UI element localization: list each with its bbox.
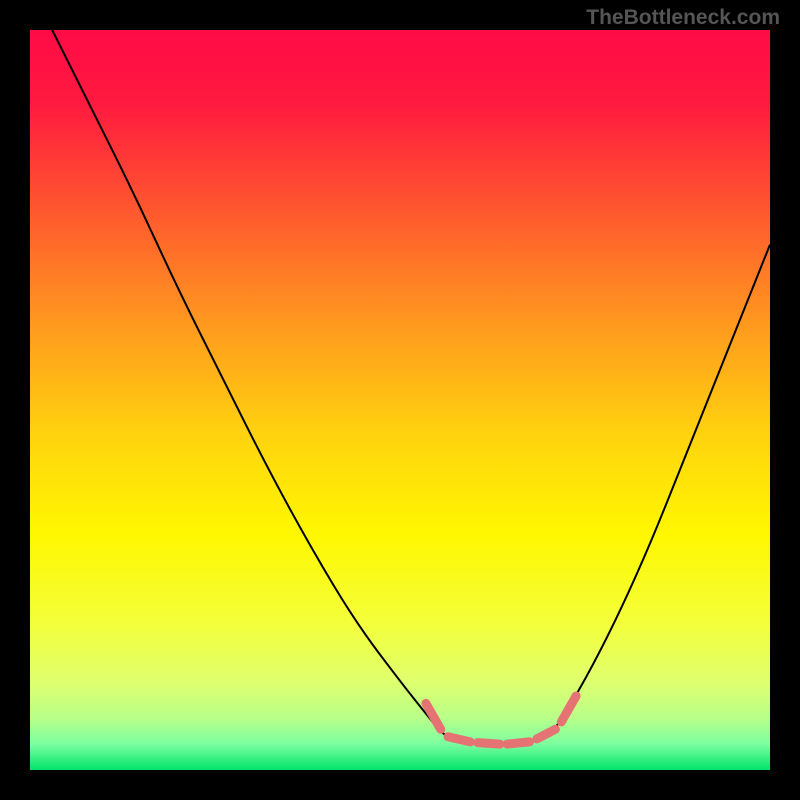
valley-dash-segment bbox=[426, 703, 441, 729]
valley-dash-segment bbox=[537, 729, 556, 739]
curve-layer bbox=[30, 30, 770, 770]
valley-dash-overlay bbox=[426, 696, 576, 744]
bottleneck-curve bbox=[52, 30, 770, 744]
valley-dash-segment bbox=[507, 742, 529, 744]
valley-dash-segment bbox=[561, 696, 576, 722]
plot-area bbox=[30, 30, 770, 770]
valley-dash-segment bbox=[478, 743, 500, 744]
watermark-text: TheBottleneck.com bbox=[586, 6, 780, 30]
valley-dash-segment bbox=[448, 737, 470, 742]
